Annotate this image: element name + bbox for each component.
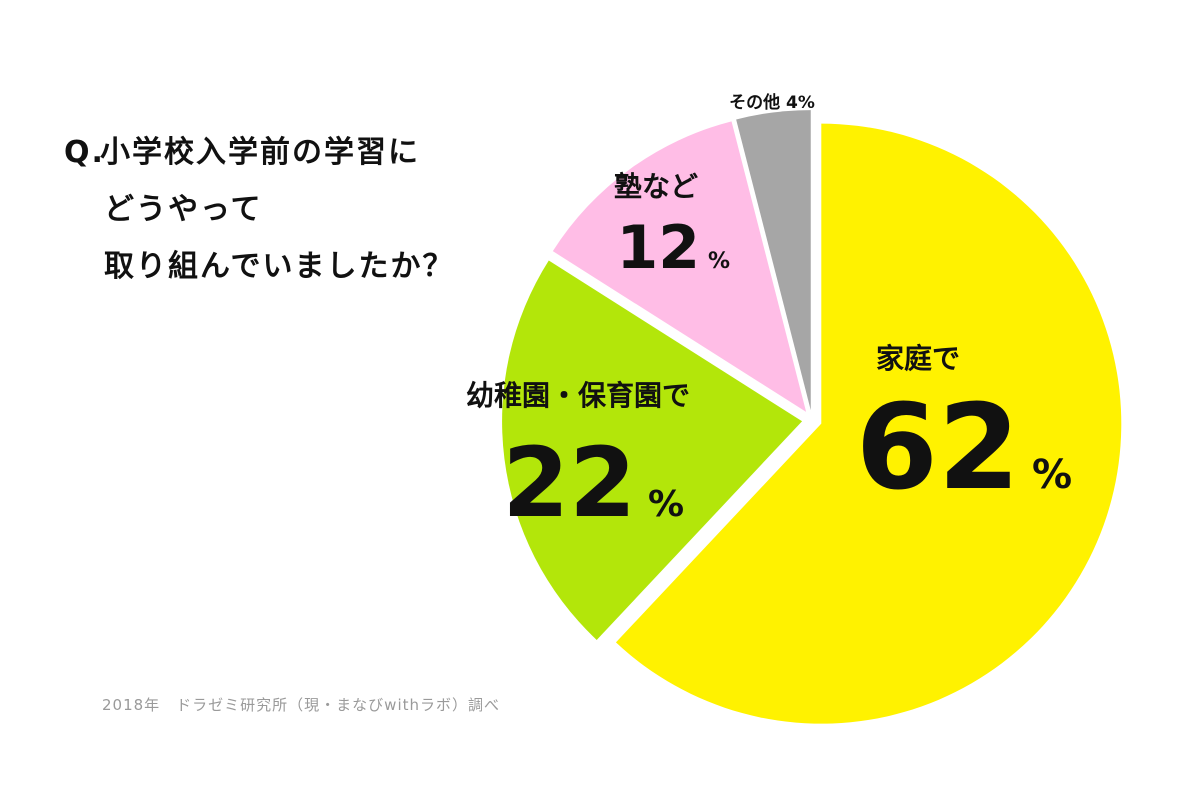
slice-name-1: 家庭で — [876, 342, 960, 375]
pie-slice-3 — [552, 121, 807, 412]
question-text-3: 取り組んでいましたか？ — [104, 249, 455, 284]
pie-slice-4 — [736, 110, 811, 411]
pie-slice-2 — [502, 260, 803, 640]
source-note: 2018年 ドラゼミ研究所（現・まなびwithラボ）調べ — [102, 696, 500, 714]
question-line-1: Q.小学校入学前の学習に — [64, 124, 455, 181]
slice-unit-3: % — [708, 249, 730, 274]
question-text-1: 小学校入学前の学習に — [100, 135, 420, 170]
question-text-2: どうやって — [104, 192, 263, 227]
slice-name-3: 塾など — [614, 170, 698, 203]
slice-unit-2: % — [648, 484, 684, 525]
slice-value-1: 62 — [856, 378, 1020, 516]
question-prefix: Q. — [64, 135, 105, 170]
slice-value-3: 12 — [617, 213, 701, 283]
slice-unit-1: % — [1032, 452, 1072, 498]
question-block: Q.小学校入学前の学習に どうやって 取り組んでいましたか？ — [64, 124, 455, 295]
pie-slice-1 — [615, 123, 1122, 724]
slice-value-2: 22 — [502, 427, 636, 539]
slice-name-2: 幼稚園・保育園で — [466, 379, 690, 412]
slice-label-4: その他 4% — [729, 92, 815, 113]
